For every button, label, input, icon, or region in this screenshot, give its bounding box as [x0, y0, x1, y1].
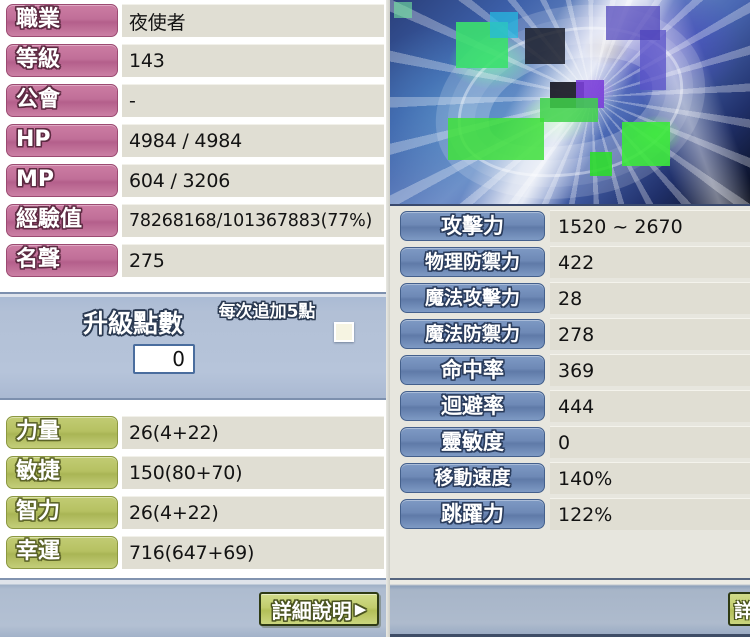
- table-row: 敏捷 150(80+70): [0, 452, 386, 492]
- table-row: 物理防禦力 422: [390, 244, 750, 280]
- level-up-points-value[interactable]: 0: [133, 344, 195, 374]
- stat-value-hp: 4984 / 4984: [122, 124, 384, 157]
- table-row: 移動速度 140%: [390, 460, 750, 496]
- stat-value-str: 26(4+22): [122, 416, 384, 449]
- stat-value-job: 夜使者: [122, 4, 384, 37]
- stat-value-magic-attack: 28: [550, 282, 750, 314]
- portrait-pixel-blocks: [390, 0, 750, 204]
- table-row: 幸運 716(647+69): [0, 532, 386, 572]
- stat-label-level: 等級: [6, 43, 118, 77]
- left-panel: 職業 夜使者 等級 143 公會 - HP 4984 / 4984 MP 604 / 3206 經驗…: [0, 0, 386, 637]
- chevron-right-icon: ▶: [354, 600, 367, 618]
- stat-label-luk: 幸運: [6, 535, 118, 569]
- stat-label-hp: HP: [6, 123, 118, 157]
- stat-value-speed: 140%: [550, 462, 750, 494]
- table-row: 名聲 275: [0, 240, 386, 280]
- stat-label-int: 智力: [6, 495, 118, 529]
- stat-label-fame: 名聲: [6, 243, 118, 277]
- stat-label-attack-power: 攻擊力: [400, 211, 545, 241]
- table-row: 公會 -: [0, 80, 386, 120]
- table-row: 跳躍力 122%: [390, 496, 750, 532]
- stat-label-exp: 經驗值: [6, 203, 118, 237]
- table-row: MP 604 / 3206: [0, 160, 386, 200]
- table-row: 魔法攻擊力 28: [390, 280, 750, 316]
- stat-label-mp: MP: [6, 163, 118, 197]
- table-row: 魔法防禦力 278: [390, 316, 750, 352]
- stat-label-jump: 跳躍力: [400, 499, 545, 529]
- detail-description-button[interactable]: 詳細說明 ▶: [259, 592, 379, 626]
- table-row: 等級 143: [0, 40, 386, 80]
- stat-value-magic-defense: 278: [550, 318, 750, 350]
- auto-add-points-label: 每次追加5點: [218, 302, 316, 322]
- stat-label-magic-defense: 魔法防禦力: [400, 319, 545, 349]
- auto-add-points-checkbox[interactable]: [334, 322, 354, 342]
- table-row: 力量 26(4+22): [0, 412, 386, 452]
- character-info-list: 職業 夜使者 等級 143 公會 - HP 4984 / 4984 MP 604 / 3206 經驗…: [0, 0, 386, 280]
- stat-value-level: 143: [122, 44, 384, 77]
- table-row: HP 4984 / 4984: [0, 120, 386, 160]
- stat-value-fame: 275: [122, 244, 384, 277]
- stat-value-sensitivity: 0: [550, 426, 750, 458]
- stat-label-guild: 公會: [6, 83, 118, 117]
- table-row: 靈敏度 0: [390, 424, 750, 460]
- stat-value-int: 26(4+22): [122, 496, 384, 529]
- stat-value-guild: -: [122, 84, 384, 117]
- stat-value-luk: 716(647+69): [122, 536, 384, 569]
- stat-value-exp: 78268168/101367883(77%): [122, 204, 384, 237]
- stat-label-accuracy: 命中率: [400, 355, 545, 385]
- detail-description-label: 詳細說明: [271, 598, 352, 623]
- stat-value-physical-defense: 422: [550, 246, 750, 278]
- stat-label-job: 職業: [6, 3, 118, 37]
- level-up-points-title: 升級點數: [83, 309, 184, 338]
- stat-value-jump: 122%: [550, 498, 750, 530]
- stat-label-sensitivity: 靈敏度: [400, 427, 545, 457]
- stat-value-attack-power: 1520 ~ 2670: [550, 210, 750, 242]
- stat-label-magic-attack: 魔法攻擊力: [400, 283, 545, 313]
- stat-label-dex: 敏捷: [6, 455, 118, 489]
- right-edge-detail-label: 詳: [734, 596, 750, 623]
- stat-label-speed: 移動速度: [400, 463, 545, 493]
- right-panel: 攻擊力 1520 ~ 2670 物理防禦力 422 魔法攻擊力 28 魔法防禦力 278 命中率…: [390, 0, 750, 637]
- table-row: 職業 夜使者: [0, 0, 386, 40]
- stat-value-mp: 604 / 3206: [122, 164, 384, 197]
- ability-stat-list: 力量 26(4+22) 敏捷 150(80+70) 智力 26(4+22) 幸運 716(64…: [0, 412, 386, 572]
- table-row: 迴避率 444: [390, 388, 750, 424]
- right-bottom-bar: [390, 578, 750, 637]
- table-row: 智力 26(4+22): [0, 492, 386, 532]
- stat-value-dex: 150(80+70): [122, 456, 384, 489]
- stat-label-avoidability: 迴避率: [400, 391, 545, 421]
- table-row: 經驗值 78268168/101367883(77%): [0, 200, 386, 240]
- stat-label-physical-defense: 物理防禦力: [400, 247, 545, 277]
- level-up-points-band: 升級點數 每次追加5點 0: [0, 292, 386, 400]
- right-edge-detail-button[interactable]: 詳: [728, 592, 750, 626]
- combat-stat-list: 攻擊力 1520 ~ 2670 物理防禦力 422 魔法攻擊力 28 魔法防禦力 278 命中率…: [390, 208, 750, 532]
- stat-value-avoidability: 444: [550, 390, 750, 422]
- stat-label-str: 力量: [6, 415, 118, 449]
- table-row: 命中率 369: [390, 352, 750, 388]
- stat-value-accuracy: 369: [550, 354, 750, 386]
- table-row: 攻擊力 1520 ~ 2670: [390, 208, 750, 244]
- character-portrait-image: [390, 0, 750, 206]
